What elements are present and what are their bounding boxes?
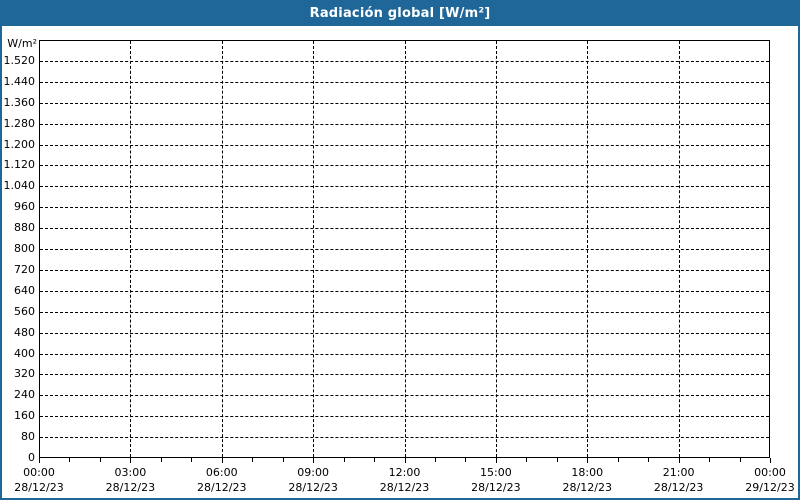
chart-title-bar: Radiación global [W/m²] xyxy=(0,0,800,26)
x-tick-label-time: 12:00 xyxy=(388,466,421,479)
x-gridline xyxy=(221,41,223,457)
y-tick-label: 880 xyxy=(14,221,35,235)
x-minor-tick xyxy=(191,458,193,462)
x-tick-label-time: 21:00 xyxy=(662,466,695,479)
y-tick-label: 0 xyxy=(28,451,35,464)
x-major-tick xyxy=(313,458,315,463)
y-tick-label: 240 xyxy=(14,388,35,402)
x-gridline xyxy=(313,41,315,457)
x-tick-label-time: 06:00 xyxy=(205,466,238,479)
plot-area xyxy=(39,40,770,458)
y-tick-label: 1.200 xyxy=(3,137,36,151)
x-minor-tick xyxy=(739,458,741,462)
x-tick-label-time: 00:00 xyxy=(754,466,786,479)
y-axis-unit-label: W/m² xyxy=(7,37,37,50)
x-gridline xyxy=(404,41,406,457)
y-tick-label: 1.120 xyxy=(3,158,36,172)
x-minor-tick xyxy=(709,458,711,462)
x-major-tick xyxy=(130,458,132,463)
y-tick-label: 320 xyxy=(14,367,35,381)
x-major-tick xyxy=(770,458,771,463)
x-minor-tick xyxy=(434,458,436,462)
x-gridline xyxy=(587,41,589,457)
y-tick-label: 1.360 xyxy=(3,95,36,109)
y-tick-label: 1.280 xyxy=(3,116,36,130)
x-minor-tick xyxy=(617,458,619,462)
x-tick-label-time: 03:00 xyxy=(114,466,147,479)
y-tick-label: 1.520 xyxy=(3,53,36,67)
x-minor-tick xyxy=(526,458,528,462)
x-tick-label-date: 29/12/23 xyxy=(745,481,795,494)
x-tick-label-time: 09:00 xyxy=(297,466,329,479)
y-tick-label: 960 xyxy=(14,200,35,214)
x-tick-label-date: 28/12/23 xyxy=(105,481,156,494)
x-tick-label-date: 28/12/23 xyxy=(379,481,430,494)
x-tick-label-date: 28/12/23 xyxy=(288,481,338,494)
x-tick-label-date: 28/12/23 xyxy=(471,481,521,494)
x-major-tick xyxy=(221,458,223,463)
y-tick-label: 160 xyxy=(14,409,35,423)
x-tick-label-time: 15:00 xyxy=(480,466,512,479)
x-tick-label-date: 28/12/23 xyxy=(14,481,64,494)
x-gridline xyxy=(130,41,132,457)
x-minor-tick xyxy=(160,458,162,462)
x-tick-label-date: 28/12/23 xyxy=(653,481,704,494)
x-minor-tick xyxy=(374,458,376,462)
x-minor-tick xyxy=(282,458,284,462)
x-major-tick xyxy=(587,458,589,463)
y-tick-label: 1.040 xyxy=(3,179,36,193)
chart-title: Radiación global [W/m²] xyxy=(309,5,491,21)
x-minor-tick xyxy=(99,458,101,462)
y-tick-label: 400 xyxy=(14,346,35,360)
y-tick-label: 800 xyxy=(14,242,35,255)
x-tick-label-date: 28/12/23 xyxy=(197,481,247,494)
x-minor-tick xyxy=(343,458,345,462)
x-tick-label-date: 28/12/23 xyxy=(562,481,612,494)
y-tick-label: 1.440 xyxy=(3,74,36,88)
x-major-tick xyxy=(39,458,40,463)
x-major-tick xyxy=(404,458,406,463)
x-minor-tick xyxy=(69,458,71,462)
x-minor-tick xyxy=(556,458,558,462)
x-gridline xyxy=(495,41,497,457)
x-tick-label-time: 18:00 xyxy=(571,466,604,479)
x-major-tick xyxy=(495,458,497,463)
y-tick-label: 640 xyxy=(14,283,35,297)
y-tick-label: 480 xyxy=(14,325,35,339)
x-gridline xyxy=(678,41,680,457)
y-tick-label: 560 xyxy=(14,304,35,318)
y-tick-label: 720 xyxy=(14,262,35,276)
x-tick-label-time: 00:00 xyxy=(23,466,55,479)
y-tick-label: 80 xyxy=(21,430,35,444)
x-major-tick xyxy=(678,458,680,463)
x-minor-tick xyxy=(252,458,254,462)
x-minor-tick xyxy=(465,458,467,462)
x-minor-tick xyxy=(648,458,650,462)
